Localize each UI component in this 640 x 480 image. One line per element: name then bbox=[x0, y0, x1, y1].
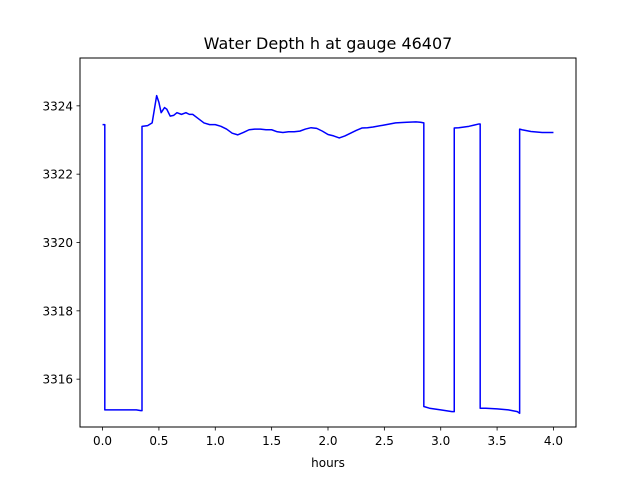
x-tick-label: 4.0 bbox=[544, 434, 563, 448]
x-axis-label: hours bbox=[311, 456, 345, 470]
x-axis-ticks: 0.0 0.5 1.0 1.5 2.0 2.5 3.0 3.5 4.0 bbox=[93, 427, 563, 448]
axes-frame bbox=[79, 57, 577, 428]
x-tick-label: 3.0 bbox=[431, 434, 450, 448]
y-tick-label: 3322 bbox=[42, 168, 73, 182]
y-tick-label: 3324 bbox=[42, 99, 73, 113]
x-tick-label: 2.0 bbox=[318, 434, 337, 448]
y-tick-label: 3320 bbox=[42, 236, 73, 250]
x-tick-label: 3.5 bbox=[488, 434, 507, 448]
y-axis-ticks: 3316 3318 3320 3322 3324 bbox=[42, 99, 80, 387]
chart-title: Water Depth h at gauge 46407 bbox=[204, 34, 453, 53]
x-tick-label: 1.0 bbox=[206, 434, 225, 448]
x-tick-label: 2.5 bbox=[375, 434, 394, 448]
x-tick-label: 0.0 bbox=[93, 434, 112, 448]
series-line-0 bbox=[102, 94, 554, 415]
x-tick-label: 1.5 bbox=[262, 434, 281, 448]
plot-area bbox=[102, 94, 554, 415]
y-tick-label: 3316 bbox=[42, 373, 73, 387]
x-tick-label: 0.5 bbox=[149, 434, 168, 448]
y-tick-label: 3318 bbox=[42, 304, 73, 318]
